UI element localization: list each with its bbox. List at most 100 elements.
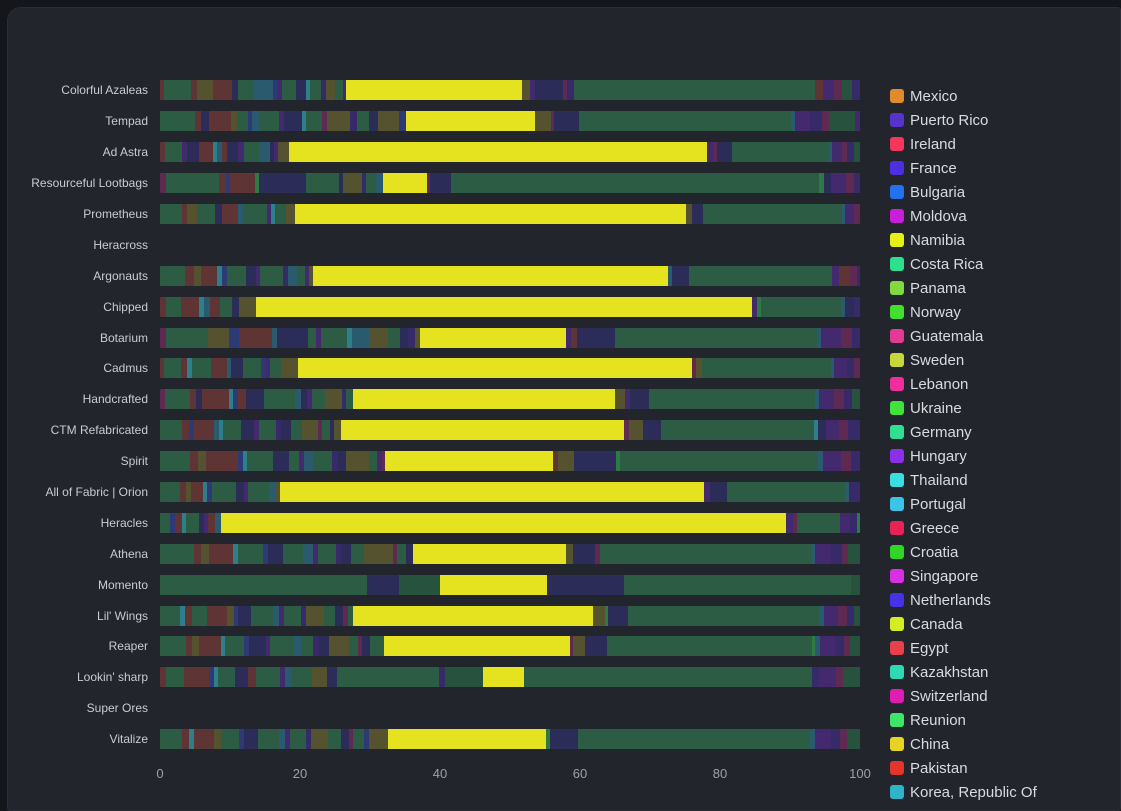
- bar-segment[interactable]: [289, 142, 708, 163]
- bar-segment[interactable]: [840, 451, 851, 472]
- bar-segment[interactable]: [828, 111, 856, 132]
- bar-segment[interactable]: [712, 142, 717, 163]
- bar-segment[interactable]: [279, 729, 286, 750]
- bar-segment[interactable]: [182, 204, 188, 224]
- bar-segment[interactable]: [352, 327, 370, 348]
- bar-segment[interactable]: [850, 574, 860, 595]
- bar-segment[interactable]: [283, 111, 303, 132]
- bar-segment[interactable]: [164, 142, 182, 163]
- bar-segment[interactable]: [258, 729, 280, 750]
- bar-segment[interactable]: [818, 420, 827, 441]
- legend-item[interactable]: Guatemala: [890, 324, 1121, 348]
- bar-segment[interactable]: [573, 451, 616, 472]
- bar-segment[interactable]: [649, 389, 815, 410]
- bar-segment[interactable]: [547, 574, 625, 595]
- bar-segment[interactable]: [160, 729, 183, 750]
- bar-segment[interactable]: [843, 636, 850, 657]
- bar-segment[interactable]: [229, 327, 240, 348]
- bar-segment[interactable]: [285, 729, 291, 750]
- bar-segment[interactable]: [212, 80, 233, 101]
- bar-segment[interactable]: [249, 636, 266, 657]
- bar-segment[interactable]: [226, 605, 234, 626]
- bar-segment[interactable]: [202, 389, 229, 410]
- bar-segment[interactable]: [211, 358, 227, 379]
- bar-segment[interactable]: [204, 296, 210, 317]
- bar-segment[interactable]: [194, 420, 214, 441]
- legend-item[interactable]: Switzerland: [890, 684, 1121, 708]
- bar-segment[interactable]: [369, 111, 378, 132]
- bar-segment[interactable]: [337, 667, 440, 688]
- bar-segment[interactable]: [835, 667, 844, 688]
- bar-segment[interactable]: [239, 327, 272, 348]
- bar-segment[interactable]: [335, 543, 342, 564]
- bar-segment[interactable]: [815, 636, 820, 657]
- bar-segment[interactable]: [273, 605, 279, 626]
- bar-segment[interactable]: [325, 80, 335, 101]
- bar-segment[interactable]: [165, 296, 181, 317]
- bar-segment[interactable]: [305, 605, 324, 626]
- bar-segment[interactable]: [276, 80, 283, 101]
- bar-segment[interactable]: [292, 667, 312, 688]
- bar-segment[interactable]: [276, 420, 282, 441]
- bar-segment[interactable]: [830, 358, 835, 379]
- bar-segment[interactable]: [346, 80, 522, 101]
- bar-segment[interactable]: [231, 111, 237, 132]
- bar-segment[interactable]: [535, 111, 551, 132]
- bar-segment[interactable]: [840, 512, 851, 533]
- bar-segment[interactable]: [369, 327, 388, 348]
- bar-segment[interactable]: [855, 111, 860, 132]
- bar-segment[interactable]: [181, 142, 187, 163]
- bar-segment[interactable]: [343, 173, 362, 194]
- bar-segment[interactable]: [300, 389, 307, 410]
- legend-item[interactable]: Reunion: [890, 708, 1121, 732]
- bar-segment[interactable]: [841, 204, 846, 224]
- bar-segment[interactable]: [854, 173, 860, 194]
- bar-segment[interactable]: [313, 265, 669, 286]
- legend-item[interactable]: France: [890, 156, 1121, 180]
- bar-segment[interactable]: [318, 636, 330, 657]
- bar-segment[interactable]: [246, 389, 265, 410]
- bar-segment[interactable]: [213, 420, 219, 441]
- bar-segment[interactable]: [585, 636, 608, 657]
- bar-segment[interactable]: [615, 389, 625, 410]
- bar-segment[interactable]: [810, 111, 822, 132]
- bar-segment[interactable]: [237, 389, 247, 410]
- bar-segment[interactable]: [221, 636, 226, 657]
- bar-segment[interactable]: [369, 636, 384, 657]
- bar-segment[interactable]: [271, 204, 275, 224]
- bar-segment[interactable]: [279, 667, 285, 688]
- bar-segment[interactable]: [160, 512, 170, 533]
- bar-segment[interactable]: [213, 729, 221, 750]
- bar-segment[interactable]: [321, 111, 327, 132]
- bar-segment[interactable]: [343, 605, 348, 626]
- bar-segment[interactable]: [217, 265, 222, 286]
- bar-segment[interactable]: [160, 80, 165, 101]
- bar-segment[interactable]: [340, 729, 350, 750]
- bar-segment[interactable]: [349, 729, 354, 750]
- bar-segment[interactable]: [276, 327, 308, 348]
- bar-segment[interactable]: [727, 482, 845, 503]
- bar-segment[interactable]: [230, 173, 256, 194]
- bar-segment[interactable]: [408, 327, 415, 348]
- bar-segment[interactable]: [852, 389, 860, 410]
- bar-segment[interactable]: [342, 80, 347, 101]
- bar-segment[interactable]: [302, 111, 307, 132]
- bar-segment[interactable]: [199, 636, 222, 657]
- bar-segment[interactable]: [200, 265, 218, 286]
- bar-segment[interactable]: [347, 327, 353, 348]
- bar-segment[interactable]: [383, 173, 427, 194]
- bar-segment[interactable]: [823, 173, 831, 194]
- bar-segment[interactable]: [260, 265, 283, 286]
- bar-segment[interactable]: [397, 543, 406, 564]
- bar-segment[interactable]: [220, 729, 240, 750]
- bar-segment[interactable]: [377, 451, 382, 472]
- bar-segment[interactable]: [272, 80, 277, 101]
- bar-segment[interactable]: [375, 173, 384, 194]
- bar-segment[interactable]: [247, 451, 274, 472]
- bar-segment[interactable]: [627, 605, 820, 626]
- bar-segment[interactable]: [302, 543, 313, 564]
- bar-segment[interactable]: [273, 451, 290, 472]
- bar-segment[interactable]: [295, 204, 686, 224]
- bar-segment[interactable]: [444, 667, 483, 688]
- legend-item[interactable]: Mexico: [890, 84, 1121, 108]
